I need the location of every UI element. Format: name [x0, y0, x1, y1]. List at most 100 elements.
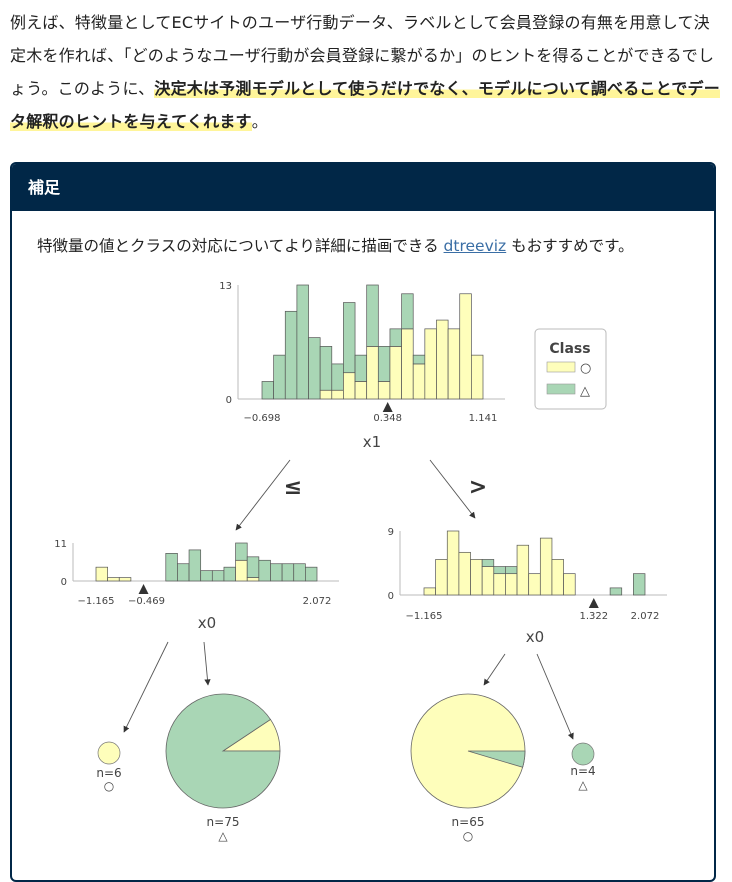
legend-entry-tri: △	[580, 384, 590, 399]
x-tick-label: 1.141	[469, 413, 498, 424]
bar-o	[95, 566, 108, 582]
bar-tri	[270, 563, 283, 582]
bar-tri	[305, 566, 318, 582]
bar-tri	[296, 284, 309, 400]
histogram-left: 0 11 −1.165 −0.469 2.072 x0	[54, 539, 339, 632]
bar-o	[246, 577, 260, 582]
edge-right-leaf3	[483, 653, 506, 686]
feature-label: x1	[363, 433, 381, 451]
edge-left-leaf1	[123, 641, 169, 733]
feature-label: x0	[198, 614, 216, 632]
note-box-text: 特徴量の値とクラスの対応についてより詳細に描画できる dtreeviz もおすす…	[37, 234, 634, 256]
x-tick-label: −1.165	[405, 611, 442, 622]
bar-tri	[273, 354, 286, 400]
bar-o	[516, 544, 530, 596]
bar-tri	[389, 328, 402, 347]
bar-tri	[319, 346, 333, 391]
y-tick-label: 9	[388, 527, 394, 538]
histogram-right: 0 9 −1.165 1.322 2.072 x0	[388, 527, 667, 646]
leaf-pie: n=6○	[96, 741, 122, 793]
legend-entry-o: ○	[580, 361, 591, 376]
legend-title: Class	[549, 341, 590, 357]
edge-label-gt: >	[469, 475, 487, 500]
y-tick-label: 11	[54, 539, 67, 550]
leaf-class-label: ○	[463, 829, 473, 843]
leaf-class-label: △	[578, 778, 588, 792]
legend-swatch-tri	[546, 383, 576, 395]
y-tick-label: 0	[388, 591, 394, 602]
bar-tri	[331, 363, 344, 391]
edge-root-left	[235, 459, 291, 531]
x-tick-label: −0.698	[243, 413, 280, 424]
bar-o	[563, 573, 576, 596]
bar-tri	[366, 284, 379, 347]
bar-o	[319, 389, 333, 400]
pie-slice	[571, 742, 595, 766]
tree-edges	[123, 459, 574, 740]
bar-tri	[246, 556, 260, 578]
bar-tri	[505, 566, 518, 575]
edge-root-right	[429, 459, 476, 519]
y-tick-label: 0	[61, 577, 67, 588]
legend-swatch-o	[546, 361, 576, 373]
edge-label-le: ≤	[284, 475, 302, 500]
bar-tri	[412, 354, 426, 365]
note-box-title: 補足	[12, 164, 714, 211]
bar-tri	[177, 563, 190, 582]
bar-o	[235, 559, 248, 582]
bar-tri	[493, 566, 506, 575]
bar-o	[551, 559, 564, 596]
bar-tri	[284, 310, 298, 400]
bar-o	[424, 328, 437, 400]
bar-o	[423, 587, 436, 596]
bar-o	[366, 346, 379, 400]
dtreeviz-link[interactable]: dtreeviz	[443, 237, 507, 255]
bar-tri	[481, 559, 495, 567]
bar-o	[505, 573, 518, 596]
leaf-class-label: △	[218, 829, 228, 843]
bar-tri	[377, 346, 391, 382]
bar-o	[401, 328, 414, 400]
histogram-root: 0 13 −0.698 0.348 1.141 x1	[219, 281, 505, 451]
bar-o	[539, 537, 553, 596]
feature-label: x0	[526, 628, 544, 646]
bar-tri	[401, 293, 414, 330]
leaf-pie: n=75△	[165, 693, 281, 843]
bar-tri	[308, 337, 321, 400]
bar-tri	[609, 587, 623, 596]
x-tick-label: 1.322	[579, 611, 608, 622]
bar-o	[446, 530, 460, 596]
y-tick-label: 13	[219, 281, 232, 292]
split-marker	[382, 402, 393, 412]
bar-tri	[165, 553, 178, 582]
bar-tri	[200, 570, 213, 582]
bar-o	[377, 381, 391, 400]
pie-slice	[97, 741, 121, 765]
bar-tri	[354, 354, 368, 382]
leaf-pie: n=65○	[410, 693, 526, 843]
legend: Class ○ △	[534, 328, 607, 410]
bar-tri	[281, 563, 295, 582]
paragraph-text: 例えば、特徴量としてECサイトのユーザ行動データ、ラベルとして会員登録の有無を用…	[10, 13, 715, 98]
bar-tri	[223, 566, 236, 582]
x-tick-label: 2.072	[303, 596, 332, 607]
bar-o	[470, 559, 483, 596]
intro-paragraph: 例えば、特徴量としてECサイトのユーザ行動データ、ラベルとして会員登録の有無を用…	[10, 6, 722, 138]
bar-tri	[343, 302, 356, 374]
bar-o	[528, 573, 541, 596]
bar-o	[354, 381, 368, 400]
bar-o	[107, 577, 120, 582]
note-text: 特徴量の値とクラスの対応についてより詳細に描画できる	[37, 237, 444, 255]
bar-tri	[188, 549, 202, 582]
paragraph-end: 。	[251, 112, 268, 131]
bar-o	[471, 354, 484, 400]
bar-o	[412, 363, 426, 400]
bar-o	[493, 573, 506, 596]
edge-right-leaf4	[536, 653, 574, 740]
split-marker	[588, 598, 599, 608]
split-marker	[138, 584, 149, 594]
edge-left-leaf2	[203, 641, 211, 686]
bar-o	[459, 293, 472, 400]
bar-tri	[261, 381, 274, 400]
note-box: 補足 特徴量の値とクラスの対応についてより詳細に描画できる dtreeviz も…	[10, 162, 716, 882]
